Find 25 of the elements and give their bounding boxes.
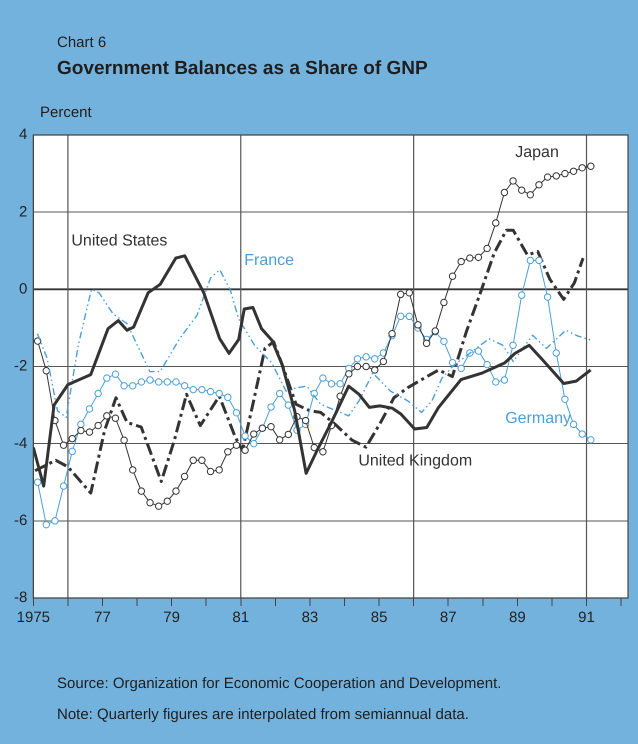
chart-subtitle: Chart 6	[57, 34, 106, 51]
x-tick-label: 85	[370, 609, 388, 626]
y-tick-label: -2	[14, 358, 28, 375]
x-tick-label: 81	[232, 609, 250, 626]
x-tick-label: 91	[578, 609, 595, 626]
series-label: United States	[71, 232, 168, 250]
y-tick-label: -8	[14, 589, 28, 606]
chart-title: Government Balances as a Share of GNP	[57, 58, 428, 80]
y-tick-label: 2	[18, 203, 28, 220]
text: Note: Quarterly figures are interpolated from semiannual data.	[57, 705, 470, 725]
series-label: France	[244, 252, 294, 269]
x-tick-label: 79	[163, 609, 180, 626]
y-tick-label: -4	[14, 434, 28, 452]
y-axis-title: Percent	[40, 104, 92, 121]
x-tick-label: 77	[94, 609, 111, 626]
x-tick-label: 1975	[16, 609, 50, 626]
series-label: Japan	[515, 144, 559, 161]
y-tick-label: 0	[18, 280, 28, 298]
x-tick-label: 89	[509, 609, 526, 626]
series-label: Germany	[505, 410, 572, 427]
source-note: Source: Organization for Economic Cooperation and Development.	[57, 674, 502, 694]
y-tick-label: 4	[18, 126, 28, 144]
y-tick-label: -6	[14, 512, 28, 529]
x-tick-label: 87	[440, 609, 457, 626]
x-tick-label: 83	[302, 609, 318, 626]
